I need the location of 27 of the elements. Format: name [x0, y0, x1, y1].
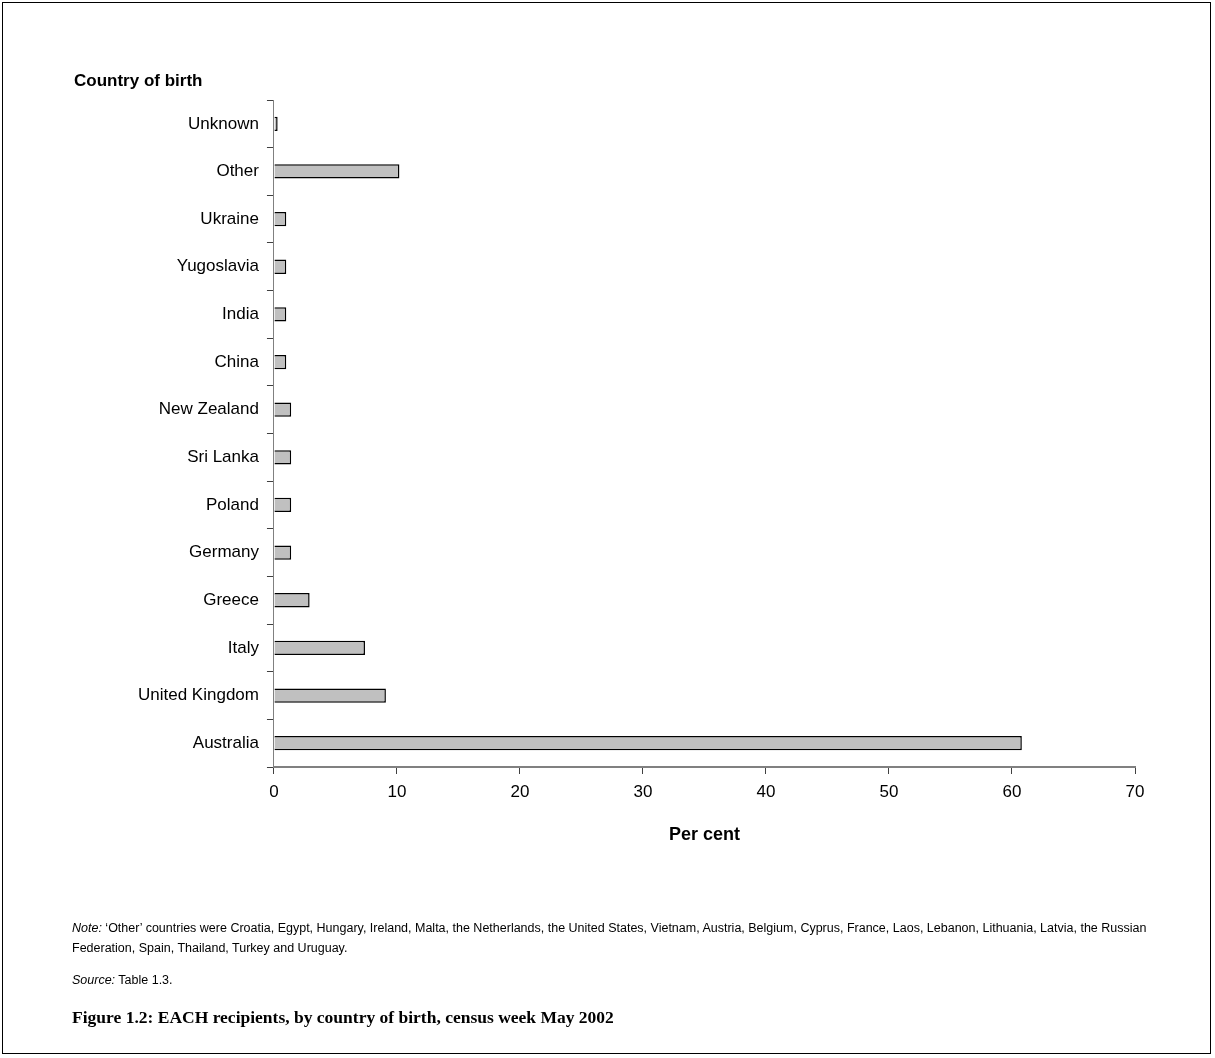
x-tick-label: 60 [1002, 781, 1022, 801]
text: Figure 1.2: EACH recipients, by country of birth, census week May 2002 [72, 1007, 614, 1028]
y-tick-label: Ukraine [200, 208, 259, 228]
x-tick-label: 0 [269, 781, 279, 801]
y-tick-label: Italy [227, 637, 260, 657]
text: Note: ‘Other’ countries were Croatia, Egypt, Hungary, Ireland, Malta, the Netherlands, the United States, Vietnam, Austria, Belgium, Cyprus, France, Laos, Lebanon, Lithuania, Latvia, the Russian Federation, Spain, Thailand, Turkey and Uruguay. [72, 920, 1148, 957]
y-tick-label: United Kingdom [137, 685, 259, 705]
y-tick-label: Germany [189, 542, 260, 562]
x-tick-label: 20 [510, 781, 530, 801]
y-tick-label: Australia [192, 732, 260, 752]
x-tick-label: 10 [387, 781, 407, 801]
x-tick-label: 70 [1125, 781, 1145, 801]
y-tick-label: China [214, 351, 260, 371]
x-tick-label: 40 [756, 781, 776, 801]
y-tick-label: Yugoslavia [176, 256, 260, 276]
x-axis-title: Per cent [668, 824, 740, 845]
x-tick-label: 30 [633, 781, 653, 801]
y-tick-label: Sri Lanka [187, 447, 260, 467]
y-axis-title: Country of birth [74, 71, 203, 90]
y-tick-label: Unknown [188, 113, 259, 133]
y-tick-label: Poland [206, 494, 259, 514]
x-tick-label: 50 [879, 781, 899, 801]
y-tick-label: India [222, 304, 260, 324]
source-note: Source: Table 1.3. [72, 972, 174, 989]
y-tick-label: Greece [203, 589, 259, 609]
y-tick-label: New Zealand [158, 399, 259, 419]
y-tick-label: Other [216, 161, 260, 181]
